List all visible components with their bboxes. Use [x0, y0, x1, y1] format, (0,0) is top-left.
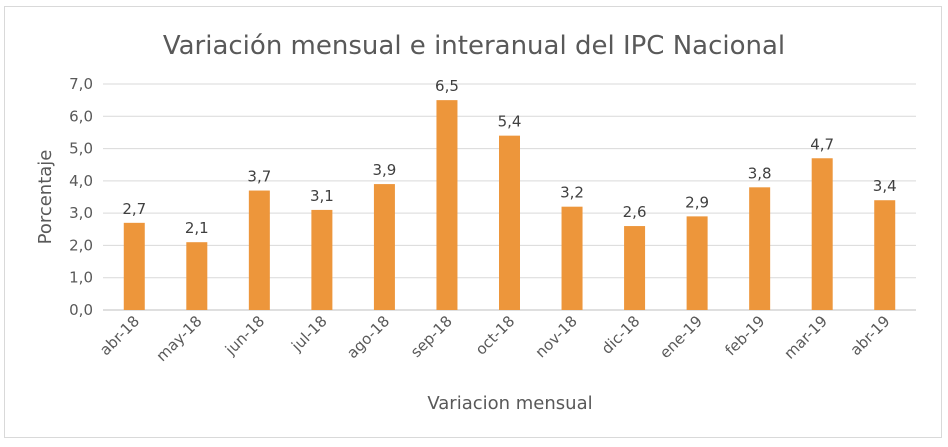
data-label-dic-18: 2,6 [623, 203, 647, 221]
bar-mar-19 [811, 158, 833, 310]
data-label-may-18: 2,1 [185, 219, 209, 237]
bar-feb-19 [749, 187, 771, 310]
data-label-feb-19: 3,8 [748, 164, 772, 182]
data-label-ene-19: 2,9 [685, 193, 709, 211]
y-axis-label: Porcentaje [35, 150, 56, 245]
bars [123, 100, 896, 311]
y-tick-label: 3,0 [69, 204, 93, 222]
y-tick-label: 1,0 [69, 269, 93, 287]
x-tick-label-mar-19: mar-19 [780, 312, 831, 363]
data-label-ago-18: 3,9 [372, 161, 396, 179]
x-tick-label-dic-18: dic-18 [598, 312, 644, 358]
x-axis-label: Variacion mensual [427, 393, 592, 414]
chart-frame [4, 6, 942, 438]
x-tick-label-nov-18: nov-18 [532, 312, 581, 361]
x-tick-label-may-18: may-18 [153, 312, 206, 365]
chart-title: Variación mensual e interanual del IPC N… [163, 31, 785, 61]
bar-abr-19 [874, 200, 896, 310]
x-tick-label-ago-18: ago-18 [343, 312, 393, 362]
y-tick-label: 0,0 [69, 301, 93, 319]
data-label-mar-19: 4,7 [810, 135, 834, 153]
data-label-sep-18: 6,5 [435, 77, 459, 95]
data-label-abr-18: 2,7 [122, 200, 146, 218]
y-tick-label: 4,0 [69, 172, 93, 190]
x-tick-label-jul-18: jul-18 [287, 312, 330, 355]
x-tick-labels: abr-18 may-18 jun-18 jul-18 ago-18 sep-18 oct-… [96, 312, 893, 365]
bar-dic-18 [624, 226, 646, 310]
data-label-abr-19: 3,4 [873, 177, 897, 195]
y-tick-label: 5,0 [69, 140, 93, 158]
data-labels: 2,7 2,1 3,7 3,1 3,9 6,5 5,4 3,2 2,6 2,9 3,8 4,7 3,4 [122, 77, 896, 237]
bar-abr-18 [123, 222, 145, 310]
data-label-oct-18: 5,4 [498, 113, 522, 131]
y-tick-labels: 0,0 1,0 2,0 3,0 4,0 5,0 6,0 7,0 [69, 75, 93, 319]
y-tick-label: 7,0 [69, 75, 93, 93]
bar-jul-18 [311, 209, 333, 310]
x-tick-label-jun-18: jun-18 [221, 312, 268, 359]
data-label-nov-18: 3,2 [560, 184, 584, 202]
bar-jun-18 [248, 190, 270, 310]
y-tick-label: 2,0 [69, 236, 93, 254]
bar-sep-18 [436, 100, 458, 311]
data-label-jul-18: 3,1 [310, 187, 334, 205]
x-tick-label-abr-19: abr-19 [847, 312, 894, 359]
bar-ago-18 [373, 184, 395, 310]
x-tick-label-ene-19: ene-19 [656, 312, 706, 362]
x-tick-label-abr-18: abr-18 [96, 312, 143, 359]
x-tick-label-oct-18: oct-18 [472, 312, 519, 359]
bar-oct-18 [499, 135, 520, 310]
data-label-jun-18: 3,7 [247, 168, 271, 186]
bar-may-18 [186, 242, 208, 310]
bar-ene-19 [686, 216, 708, 310]
x-tick-label-feb-19: feb-19 [721, 312, 768, 359]
x-tick-label-sep-18: sep-18 [407, 312, 456, 361]
bar-nov-18 [561, 206, 583, 310]
y-tick-label: 6,0 [69, 107, 93, 125]
